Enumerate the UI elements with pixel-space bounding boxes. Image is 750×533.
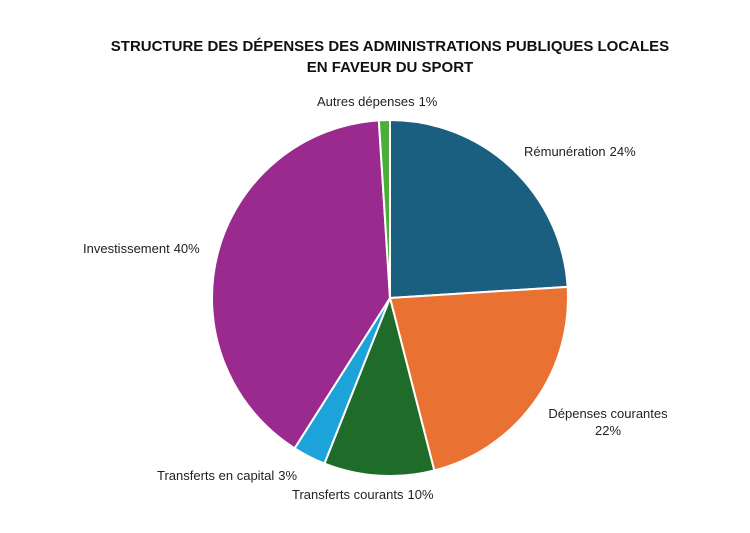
value-label: 24% [610,144,636,159]
slice-label: Investissement 40% [83,241,200,256]
value-label: 10% [408,487,434,502]
category-label: Investissement [83,241,170,256]
value-label: 1% [419,94,438,109]
category-label: Dépenses courantes [548,406,668,421]
pie-slice [211,119,392,450]
slice-label: Autres dépenses 1% [317,94,438,109]
value-label: 3% [278,468,297,483]
value-label: 40% [174,241,200,256]
category-label: Rémunération [524,144,606,159]
category-label: Transferts en capital [157,468,274,483]
pie-slice [377,118,391,299]
category-label: Autres dépenses [317,94,415,109]
category-label: Transferts courants [292,487,404,502]
slice-label: Transferts en capital 3% [157,468,298,483]
pie-slice [323,294,436,477]
pie-slice [388,285,569,472]
chart-title: EN FAVEUR DU SPORT [307,59,473,76]
slice-label: Rémunération 24% [524,144,636,159]
value-label: 22% [595,423,621,438]
slice-label: Dépenses courantes 22% [548,406,668,438]
chart-title: STRUCTURE DES DÉPENSES DES ADMINISTRATIO… [111,38,669,55]
slice-label: Transferts courants 10% [292,487,434,502]
pie-slice [389,118,569,300]
